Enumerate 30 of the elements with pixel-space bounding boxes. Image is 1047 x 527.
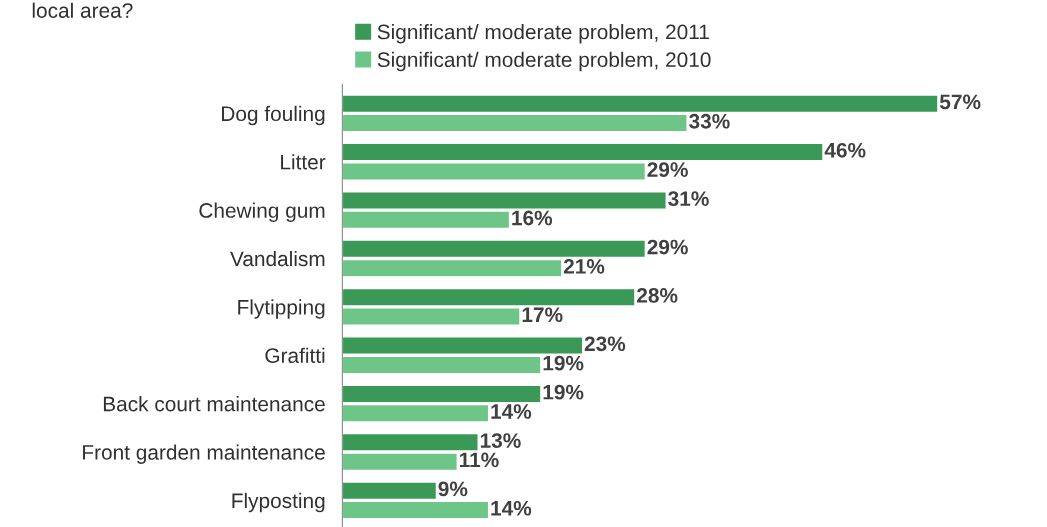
data-label: 21%: [563, 259, 605, 274]
data-label: 29%: [647, 239, 688, 255]
y-tick-label: Vandalism: [230, 250, 325, 267]
data-label: 13%: [480, 433, 521, 448]
y-tick-label: Back court maintenance: [103, 396, 325, 412]
y-tick-label: Flyposting: [232, 492, 325, 513]
data-label: 23%: [584, 336, 626, 352]
data-label: 46%: [824, 142, 866, 158]
data-label: 29%: [647, 162, 688, 177]
data-label: 19%: [543, 384, 584, 400]
data-label: 14%: [491, 500, 532, 516]
data-label: 19%: [543, 355, 584, 371]
data-label: 11%: [460, 452, 499, 468]
y-tick-label: Grafitti: [265, 347, 325, 363]
y-tick-label: Dog fouling: [222, 105, 325, 126]
legend-label: Significant/ moderate problem, 2010: [377, 51, 711, 72]
data-label: 16%: [512, 210, 553, 226]
data-label: 28%: [637, 288, 678, 303]
y-tick-label: Litter: [281, 154, 326, 170]
data-label: 31%: [668, 191, 709, 207]
y-tick-label: Chewing gum: [199, 202, 325, 222]
data-label: 33%: [689, 113, 730, 129]
text: local area?: [32, 2, 133, 18]
y-tick-label: Front garden maintenance: [83, 444, 325, 464]
y-tick-label: Flytipping: [238, 299, 325, 319]
data-label: 9%: [438, 481, 468, 497]
legend-label: Significant/ moderate problem, 2011: [377, 24, 709, 44]
data-label: 17%: [522, 307, 563, 323]
data-label: 14%: [491, 404, 532, 419]
data-label: 57%: [939, 94, 981, 110]
